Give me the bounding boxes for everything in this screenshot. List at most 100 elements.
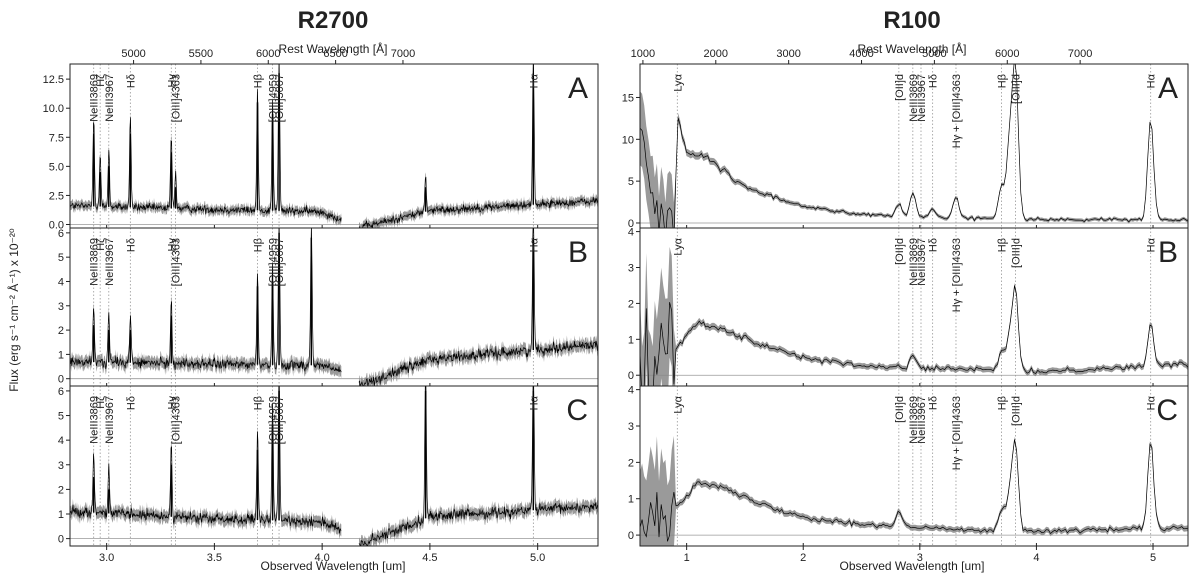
line-label: [OIII]4363 [171, 74, 183, 122]
panel-letter: B [568, 236, 588, 269]
spectrum [640, 436, 1188, 546]
line-label: [OIII]4363 [171, 238, 183, 286]
line-label: NeIII3967 [104, 74, 116, 122]
line-label: [OIII]4363 [171, 396, 183, 444]
line-label: Hα [528, 395, 540, 410]
x-tick-label: 4.0 [314, 552, 329, 564]
line-label: Hδ [928, 74, 940, 88]
error-band [70, 386, 342, 540]
spectrum [70, 386, 598, 546]
y-tick-label: 10 [622, 134, 634, 146]
spectrum [70, 64, 598, 228]
line-label: [OIII]d [1010, 238, 1022, 268]
line-label: Lyα [672, 73, 684, 91]
line-label: Hα [1146, 237, 1158, 252]
top-x-tick-label: 4000 [849, 48, 873, 60]
left-top-xlabel: Rest Wavelength [Å] [279, 41, 388, 56]
y-tick-label: 0 [628, 530, 634, 542]
y-tick-label: 15 [622, 92, 634, 104]
line-label: Hδ [125, 74, 137, 88]
error-band [359, 228, 598, 386]
line-label: Hβ [253, 396, 265, 410]
left-column-title: R2700 [298, 7, 369, 34]
y-tick-label: 5 [58, 411, 64, 423]
y-tick-label: 3 [58, 301, 64, 313]
panel-letter: A [1158, 72, 1178, 105]
line-label: Hβ [996, 238, 1008, 252]
line-label: Hζ [95, 74, 107, 87]
error-band [640, 246, 1188, 386]
line-label: Hβ [253, 74, 265, 88]
line-label: Lyα [672, 395, 684, 413]
right-column-title: R100 [883, 7, 940, 34]
error-band [640, 436, 1188, 546]
line-label: [OIII]4959 [268, 74, 280, 122]
line-label: NeIII3967 [104, 238, 116, 286]
line-label: Hζ [95, 396, 107, 409]
panel-frame [639, 385, 1189, 547]
x-tick-label: 1 [684, 552, 690, 564]
y-tick-label: 4 [628, 385, 634, 397]
line-label: NeIII3869 [908, 74, 920, 122]
spectrum [640, 246, 1188, 386]
y-tick-label: 1 [58, 349, 64, 361]
top-x-tick-label: 2000 [704, 48, 728, 60]
line-label: Hγ [166, 74, 178, 88]
y-tick-label: 7.5 [49, 132, 64, 144]
y-tick-label: 3 [628, 421, 634, 433]
line-label: [OIII]4959 [268, 396, 280, 444]
line-label: Hβ [996, 74, 1008, 88]
line-label: Hγ [166, 396, 178, 410]
panel-frame [69, 385, 599, 547]
line-label: Hβ [996, 396, 1008, 410]
y-tick-label: 4 [628, 227, 634, 239]
y-tick-label: 2 [58, 325, 64, 337]
y-tick-label: 1 [628, 334, 634, 346]
y-tick-label: 0.0 [49, 220, 64, 232]
y-tick-label: 6 [58, 228, 64, 240]
line-label: Hγ [166, 238, 178, 252]
line-label: NeIII3967 [916, 74, 928, 122]
y-tick-label: 6 [58, 386, 64, 398]
y-tick-label: 12.5 [43, 74, 64, 86]
line-label: Hδ [928, 238, 940, 252]
flux-line [640, 64, 1188, 228]
line-label: [OIII]d [1010, 396, 1022, 426]
y-tick-label: 0 [58, 374, 64, 386]
top-x-tick-label: 6500 [323, 48, 347, 60]
x-tick-label: 3.0 [99, 552, 114, 564]
line-label: NeIII3869 [89, 238, 101, 286]
spectrum [70, 228, 598, 386]
flux-line [640, 285, 1188, 386]
y-tick-label: 2 [58, 484, 64, 496]
line-label: [OIII]5007 [274, 396, 286, 444]
line-label: [OII]d [894, 396, 906, 423]
line-label: NeIII3869 [89, 396, 101, 444]
line-label: Hα [528, 237, 540, 252]
top-x-tick-label: 7000 [1068, 48, 1092, 60]
flux-line [640, 439, 1188, 542]
line-label: Hγ + [OIII]4363 [951, 238, 963, 312]
y-tick-label: 0 [58, 534, 64, 546]
panel-r2700-c: 0 1 2 3 4 5 6 3.0 3.5 4.0 4.5 5.0 C NeIII3869HζNeIII3… [58, 385, 599, 564]
line-label: Hζ [95, 238, 107, 251]
x-tick-label: 3.5 [207, 552, 222, 564]
line-label: NeIII3869 [908, 396, 920, 444]
y-tick-label: 0 [628, 370, 634, 382]
x-tick-label: 3 [917, 552, 923, 564]
line-label: Hα [1146, 395, 1158, 410]
flux-line [358, 228, 598, 386]
panel-r100-a: 0510151000200030004000500060007000R100AL… [622, 48, 1189, 230]
panel-r2700-a: 0.0 2.5 5.0 7.5 10.0 12.5 5000 5500 6000 6500 7000… [43, 48, 599, 232]
x-tick-label: 4.5 [422, 552, 437, 564]
flux-line [70, 386, 342, 534]
x-tick-label: 5.0 [530, 552, 545, 564]
flux-line [70, 64, 342, 222]
flux-line [358, 64, 598, 228]
y-tick-label: 5.0 [49, 161, 64, 173]
panel-letter: B [1158, 236, 1178, 269]
y-tick-label: 0 [628, 218, 634, 230]
line-label: [OIII]d [1010, 74, 1022, 104]
